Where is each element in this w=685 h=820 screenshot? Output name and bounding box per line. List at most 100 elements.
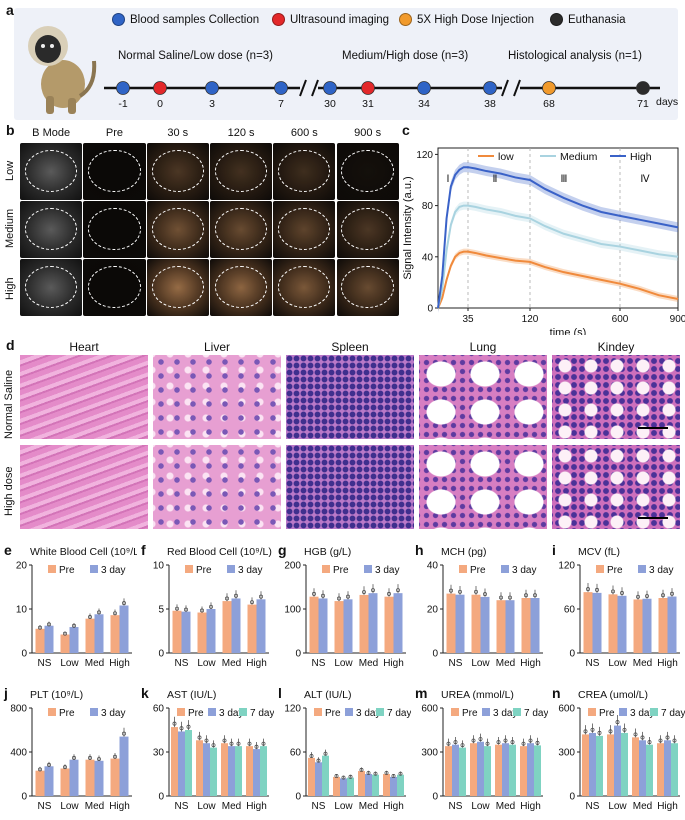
panel-label-g: g — [278, 543, 287, 558]
legend-label: 3 day — [101, 708, 125, 719]
y-tick-label: 100 — [284, 605, 301, 616]
data-point — [478, 737, 483, 741]
y-tick-label: 0 — [432, 649, 438, 660]
x-tick-label: 35 — [462, 314, 474, 325]
legend-label: Pre — [196, 565, 212, 576]
legend-label: 3 day — [512, 565, 536, 576]
data-point — [636, 594, 640, 599]
x-tick-label: High — [246, 801, 267, 812]
data-point — [611, 589, 615, 594]
legend-label: low — [498, 151, 514, 163]
legend-label: 3 day — [356, 708, 380, 719]
ultrasound-row-label: High — [4, 276, 16, 300]
panel-label-j: j — [3, 686, 8, 701]
data-point — [366, 770, 371, 775]
y-tick-label: 60 — [153, 704, 165, 715]
x-tick-label: Low — [197, 801, 216, 812]
legend-label: Medium — [560, 151, 598, 163]
timepoint-dot — [323, 81, 337, 95]
roi-outline — [341, 265, 394, 308]
ultrasound-image — [209, 259, 273, 316]
legend-swatch — [482, 708, 490, 716]
bar — [85, 618, 95, 653]
bar — [639, 740, 646, 796]
bar — [589, 732, 596, 796]
data-point — [665, 735, 670, 740]
histology-column-label: Liver — [203, 340, 231, 354]
y-tick-label: 0 — [21, 792, 27, 803]
y-tick-label: 0 — [21, 649, 27, 660]
y-axis-label: Signal Intensity (a.u.) — [402, 176, 414, 279]
x-tick-label: NS — [312, 801, 326, 812]
histology-image — [153, 445, 281, 529]
bar — [452, 744, 459, 796]
data-point — [122, 731, 126, 736]
ultrasound-column-label: B Mode — [32, 127, 71, 139]
day-label: 3 — [209, 98, 215, 110]
data-point — [261, 741, 266, 746]
bar — [228, 746, 235, 796]
data-point — [234, 593, 238, 598]
legend-swatch — [208, 708, 216, 716]
data-point — [113, 611, 117, 616]
data-point — [259, 594, 263, 599]
y-tick-label: 200 — [284, 561, 301, 572]
panel-label-l: l — [278, 686, 282, 701]
bar-chart-f: f Red Blood Cell (10⁹/L) 0 5 10 NS Low Med High P… — [141, 543, 272, 669]
bar — [110, 758, 120, 796]
x-tick-label: High — [657, 658, 678, 669]
data-point — [72, 623, 76, 628]
x-tick-label: Med — [359, 801, 378, 812]
timepoint-dot — [274, 81, 288, 95]
x-tick-label: NS — [586, 658, 600, 669]
day-label: 7 — [278, 98, 284, 110]
x-tick-label: NS — [586, 801, 600, 812]
data-point — [521, 741, 526, 746]
y-tick-label: 10 — [16, 605, 28, 616]
timepoint-dot — [483, 81, 497, 95]
data-point — [645, 594, 649, 598]
ultrasound-column-label: Pre — [105, 127, 123, 139]
x-tick-label: Med — [496, 801, 515, 812]
phase-label: Ⅲ — [561, 174, 568, 185]
bar-chart-l: l ALT (IU/L) 0 60 120 NS Low Med High Pre 3 day 7 d… — [278, 686, 411, 812]
roi-outline — [151, 149, 204, 192]
days-unit: days — [656, 96, 679, 108]
legend-swatch — [596, 565, 604, 573]
bar — [477, 741, 484, 796]
ultrasound-image — [209, 201, 273, 258]
roi-outline — [151, 265, 204, 308]
legend-label: Pre — [599, 708, 615, 719]
histology-image — [419, 355, 547, 439]
signal-intensity-chart: 0 40 80 120 35 120 600 900 time (s) Signal Intens… — [402, 147, 685, 335]
chart-title: ALT (IU/L) — [304, 689, 351, 701]
bar-chart-j: j PLT (10⁹/L) 0 400 800 NS Low Med High Pre 3 day — [3, 686, 132, 812]
series-medium-line — [437, 204, 679, 309]
phase-label: Ⅰ — [447, 174, 450, 185]
x-tick-label: 900 — [670, 314, 685, 325]
roi-outline — [88, 265, 141, 308]
data-point — [658, 738, 663, 743]
x-tick-label: Low — [608, 658, 627, 669]
day-label: 71 — [637, 98, 649, 110]
data-point — [63, 631, 67, 636]
legend-swatch — [322, 565, 330, 573]
bar — [60, 768, 70, 796]
histology-column-label: Lung — [469, 340, 497, 354]
data-point — [250, 600, 254, 605]
data-point — [97, 757, 101, 761]
legend-label: High — [630, 151, 652, 163]
bar — [235, 746, 242, 796]
data-point — [38, 767, 42, 772]
x-tick-label: Med — [85, 801, 104, 812]
data-point — [200, 608, 204, 613]
data-point — [524, 593, 528, 598]
data-point — [186, 724, 191, 729]
day-label: -1 — [118, 98, 128, 110]
bar — [496, 600, 506, 653]
legend-swatch — [90, 565, 98, 573]
data-point — [309, 754, 314, 758]
x-tick-label: NS — [449, 658, 463, 669]
bar — [253, 749, 260, 796]
data-point — [179, 726, 184, 731]
